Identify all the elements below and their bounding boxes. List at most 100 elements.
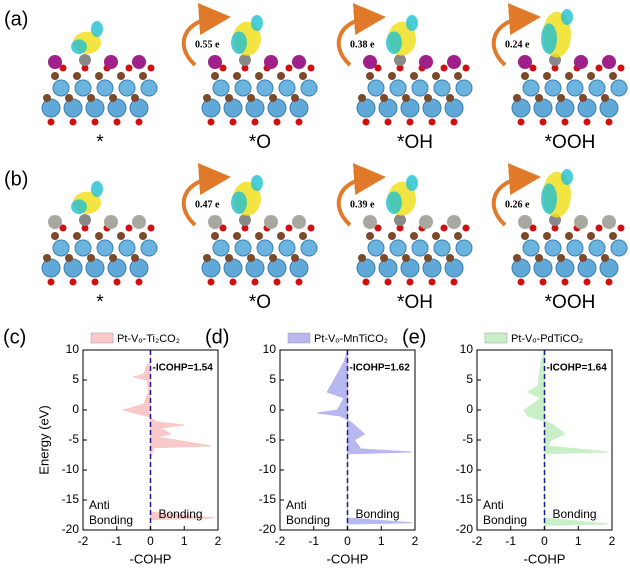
o-atom [135, 118, 143, 126]
metal-atom [602, 55, 616, 69]
ti-atom [212, 79, 230, 97]
metal-atom [132, 215, 146, 229]
c-atom [131, 94, 139, 102]
o-atom [396, 64, 404, 72]
ti-atom [267, 258, 287, 278]
o-atom [362, 278, 370, 286]
o-atom [561, 118, 569, 126]
y-tick-label: -10 [456, 462, 474, 476]
c-atom [521, 232, 529, 240]
y-tick-label: -20 [62, 522, 80, 536]
ti-atom [566, 239, 584, 257]
ti-atom [599, 258, 619, 278]
ti-atom [610, 239, 628, 257]
charge-density [231, 191, 247, 215]
c-atom [255, 232, 263, 240]
metal-atom [447, 55, 461, 69]
cohp-area [121, 350, 215, 530]
ti-atom [389, 79, 407, 97]
bonding-label: Bonding [553, 507, 597, 521]
x-tick-label: 1 [181, 534, 188, 548]
charge-transfer: 0.26 e [505, 199, 530, 210]
ti-atom [289, 258, 309, 278]
caption: *O [249, 132, 271, 153]
charge-density [91, 181, 103, 197]
ti-atom [256, 239, 274, 257]
o-atom [59, 64, 67, 72]
ti-atom [444, 258, 464, 278]
ti-atom [378, 258, 398, 278]
metal-atom [363, 215, 377, 229]
panel-label: (a) [4, 8, 28, 30]
o-atom [517, 278, 525, 286]
o-atom [561, 278, 569, 286]
ti-atom [555, 98, 575, 118]
metal-atom [574, 55, 588, 69]
ti-atom [511, 98, 531, 118]
o-atom [428, 118, 436, 126]
ti-atom [140, 79, 158, 97]
c-atom [65, 94, 73, 102]
ti-atom [223, 98, 243, 118]
ti-atom [234, 79, 252, 97]
ti-atom [422, 98, 442, 118]
metal-atom [264, 215, 278, 229]
c-atom [225, 94, 233, 102]
metal-atom [518, 55, 532, 69]
ti-atom [577, 258, 597, 278]
ti-atom [588, 79, 606, 97]
o-atom [529, 224, 537, 232]
c-atom [211, 232, 219, 240]
o-atom [47, 278, 55, 286]
structure [356, 175, 473, 286]
o-atom [147, 224, 155, 232]
c-atom [255, 72, 263, 80]
metal-atom [363, 55, 377, 69]
c-atom [43, 254, 51, 262]
c-atom [543, 232, 551, 240]
c-atom [424, 94, 432, 102]
c-atom [65, 254, 73, 262]
c-atom [565, 232, 573, 240]
c-atom [269, 94, 277, 102]
bonding-label: Bonding [159, 507, 203, 521]
c-atom [543, 72, 551, 80]
c-atom [454, 72, 462, 80]
y-tick-label: -20 [259, 522, 277, 536]
o-atom [440, 64, 448, 72]
legend-swatch [484, 332, 508, 344]
o-atom [91, 278, 99, 286]
o-atom [362, 118, 370, 126]
ti-atom [511, 258, 531, 278]
c-atom [87, 94, 95, 102]
ti-atom [96, 79, 114, 97]
ti-atom [52, 79, 70, 97]
o-atom [384, 118, 392, 126]
structure [511, 9, 628, 126]
o-atom [396, 224, 404, 232]
c-atom [51, 72, 59, 80]
o-atom [450, 118, 458, 126]
caption: *OOH [545, 132, 596, 153]
metal-atom [48, 215, 62, 229]
o-atom [384, 278, 392, 286]
ti-atom [444, 98, 464, 118]
y-tick-label: 0 [269, 402, 276, 416]
x-tick-label: 1 [378, 534, 385, 548]
ti-atom [455, 239, 473, 257]
o-atom [251, 118, 259, 126]
c-atom [446, 94, 454, 102]
y-tick-label: 0 [466, 402, 473, 416]
structure [201, 175, 318, 286]
ti-atom [41, 98, 61, 118]
ti-atom [367, 79, 385, 97]
metal-atom [264, 55, 278, 69]
c-atom [557, 94, 565, 102]
ti-atom [433, 239, 451, 257]
x-tick-label: -2 [78, 534, 89, 548]
charge-transfer: 0.47 e [195, 199, 220, 210]
ti-atom [433, 79, 451, 97]
ti-atom [555, 258, 575, 278]
c-atom [579, 94, 587, 102]
cohp-area [523, 349, 609, 530]
